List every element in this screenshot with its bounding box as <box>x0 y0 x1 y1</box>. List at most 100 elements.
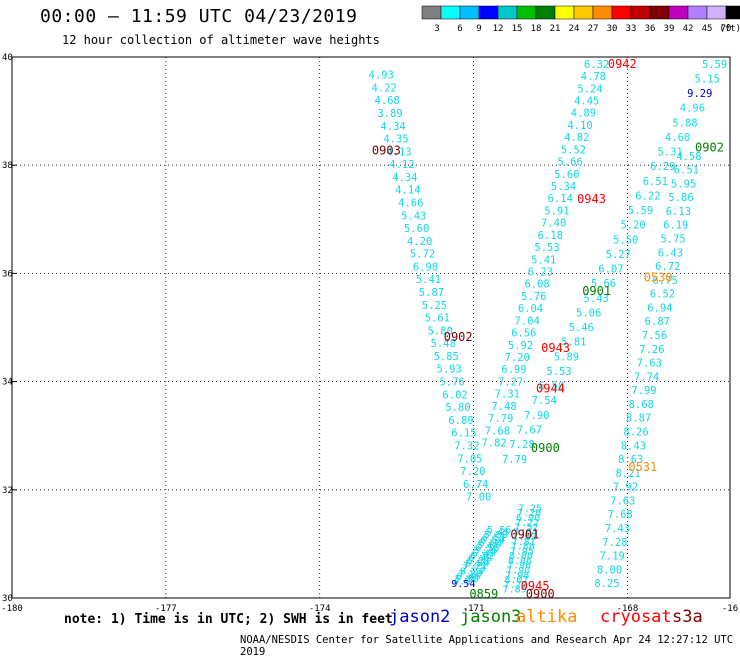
swh-value: 5.48 <box>431 338 456 350</box>
swh-value: 7.27 <box>498 376 523 388</box>
swh-value: 6.04 <box>518 303 543 315</box>
swh-value: 4.22 <box>372 82 397 94</box>
pass-time-label: 0944 <box>536 381 565 395</box>
scale-label: 21 <box>550 24 561 34</box>
pass-time-label: 0901 <box>582 284 611 298</box>
swh-value: 5.89 <box>554 351 579 363</box>
scale-label: 45 <box>702 24 713 34</box>
swh-value: 4.60 <box>665 132 690 144</box>
swh-value: 8.00 <box>509 551 533 562</box>
swh-value: 5.86 <box>668 192 693 204</box>
swh-value: 5.59 <box>702 59 727 71</box>
swh-value: 6.49 <box>472 548 496 559</box>
swh-value: 5.61 <box>425 313 450 325</box>
swh-value: 4.93 <box>369 70 394 82</box>
pass-time-label: 0943 <box>541 341 570 355</box>
swh-value: 7.79 <box>502 454 527 466</box>
swh-value: 7.32 <box>454 440 479 452</box>
lat-tick-label: 40 <box>2 53 13 63</box>
swh-value: 6.48 <box>468 553 492 564</box>
swh-value: 6.58 <box>475 543 499 554</box>
swh-value: 6.14 <box>548 193 573 205</box>
swh-value: 4.89 <box>571 108 596 120</box>
swh-value: 8.00 <box>597 564 622 576</box>
swh-value: 5.59 <box>628 205 653 217</box>
lat-tick-label: 34 <box>2 378 13 388</box>
pass-time-label: 0531 <box>628 460 657 474</box>
map-frame <box>11 56 731 599</box>
swh-value: 7.00 <box>466 492 491 504</box>
swh-value: 7.81 <box>512 537 536 548</box>
swh-value: 8.87 <box>626 413 651 425</box>
pass-time-label: 0901 <box>510 527 539 541</box>
swh-value: 7.68 <box>485 425 510 437</box>
swh-value: 5.34 <box>551 181 576 193</box>
swh-value: 5.80 <box>455 574 479 585</box>
swh-value: 5.15 <box>695 73 720 85</box>
swh-value: 6.04 <box>479 538 503 549</box>
swh-value: 8.25 <box>594 578 619 590</box>
swh-value: 7.90 <box>524 410 549 422</box>
swh-value: 5.53 <box>546 366 571 378</box>
swh-value: 6.32 <box>584 59 609 71</box>
swh-value: 6.72 <box>655 261 680 273</box>
lat-tick-label: 36 <box>2 269 13 279</box>
scale-label: 30 <box>607 24 618 34</box>
satellite-jason2: jason2 <box>389 607 451 627</box>
pass-time-label: 0900 <box>531 441 560 455</box>
swh-value: 7.04 <box>515 315 540 327</box>
swh-value: 7.63 <box>637 358 662 370</box>
footer-note: note: 1) Time is in UTC; 2) SWH is in fe… <box>64 612 393 627</box>
swh-value: 4.78 <box>581 71 606 83</box>
scale-label: 33 <box>626 24 637 34</box>
pass-time-label: 0903 <box>372 143 401 157</box>
swh-value: 8.43 <box>621 440 646 452</box>
scale-label: 15 <box>512 24 523 34</box>
pass-time-label: 0530 <box>644 271 673 285</box>
swh-value: 5.81 <box>561 337 586 349</box>
swh-value: 6.92 <box>470 551 494 562</box>
swh-value: 6.84 <box>465 559 489 570</box>
swh-value: 7.80 <box>458 569 482 580</box>
swh-value: 6.58 <box>539 381 564 393</box>
swh-value: 4.58 <box>676 151 701 163</box>
swh-value: 5.92 <box>508 340 533 352</box>
satellite-jason3: jason3 <box>460 607 522 627</box>
swh-value: 5.43 <box>401 210 426 222</box>
credit-line: NOAA/NESDIS Center for Satellite Applica… <box>240 634 734 658</box>
swh-value: 7.25 <box>518 503 542 514</box>
swh-value: 6.18 <box>538 230 563 242</box>
swh-value: 5.86 <box>477 541 501 552</box>
page-title: 00:00 – 11:59 UTC 04/23/2019 <box>40 6 358 27</box>
scale-unit: (ft) <box>719 24 740 34</box>
lon-tick-label: -180 <box>1 604 23 614</box>
scale-label: 36 <box>645 24 656 34</box>
swh-value: 7.92 <box>613 482 638 494</box>
swh-value: 8.21 <box>615 468 640 480</box>
swh-value: 5.06 <box>576 307 601 319</box>
swh-value: 4.10 <box>567 120 592 132</box>
swh-value: 6.74 <box>463 479 488 491</box>
swh-value: 7.96 <box>507 561 531 572</box>
satellite-altika: altika <box>516 607 578 627</box>
swh-value: 6.02 <box>442 389 467 401</box>
swh-value: 7.40 <box>541 218 566 230</box>
swh-value: 7.98 <box>505 570 529 581</box>
swh-value: 9.54 <box>451 579 475 590</box>
scale-label: 3 <box>434 24 439 34</box>
swh-value: 5.24 <box>577 83 602 95</box>
swh-value: 7.86 <box>511 542 535 553</box>
lon-tick-label: -174 <box>309 604 331 614</box>
swh-value: 7.20 <box>517 508 541 519</box>
swh-value: 4.35 <box>383 134 408 146</box>
scale-label: 12 <box>493 24 504 34</box>
lon-tick-label: -177 <box>155 604 177 614</box>
swh-value: 7.56 <box>642 330 667 342</box>
swh-value: 5.76 <box>439 377 464 389</box>
swh-value: 7.22 <box>515 518 539 529</box>
scale-label: 6 <box>457 24 462 34</box>
scale-label: 18 <box>531 24 542 34</box>
swh-value: 5.88 <box>672 117 697 129</box>
swh-value: 6.52 <box>650 289 675 301</box>
swh-value: 8.26 <box>623 427 648 439</box>
